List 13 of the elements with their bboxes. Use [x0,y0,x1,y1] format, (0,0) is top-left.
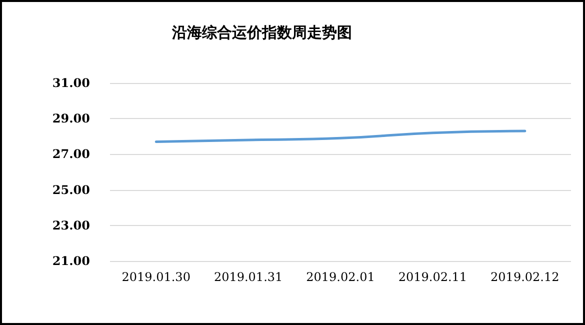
y-tick-label: 31.00 [52,76,90,90]
x-tick-label: 2019.01.31 [214,270,283,284]
y-tick-label: 27.00 [52,147,90,162]
y-tick-label: 21.00 [52,254,90,268]
x-tick-label: 2019.02.11 [398,270,468,284]
x-tick-label: 2019.02.01 [306,270,375,284]
line-series [154,130,526,143]
chart-title: 沿海综合运价指数周走势图 [171,24,352,42]
x-tick-label: 2019.01.30 [122,270,190,284]
y-tick-label: 23.00 [52,218,90,232]
x-tick-label: 2019.02.12 [490,270,560,284]
y-tick-label: 29.00 [52,112,90,126]
y-tick-label: 25.00 [52,182,90,197]
